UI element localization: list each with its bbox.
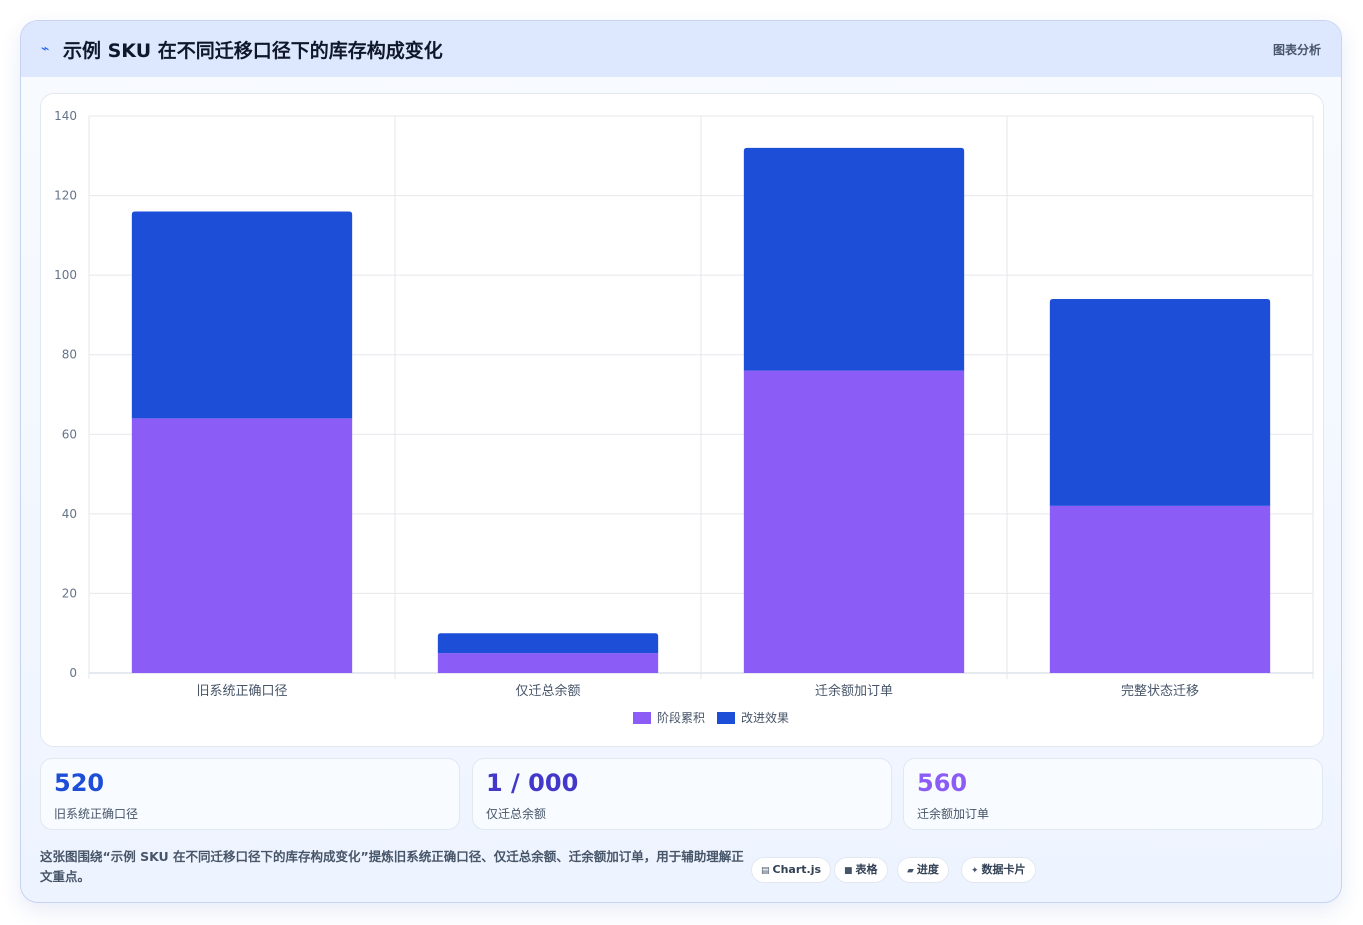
legend-swatch-0	[633, 712, 651, 724]
sparkle-icon: ✦	[971, 866, 979, 876]
x-tick-label: 完整状态迁移	[1121, 684, 1199, 699]
bar-1-3	[1049, 299, 1271, 506]
card-header: ⌁ 示例 SKU 在不同迁移口径下的库存构成变化 图表分析	[21, 21, 1341, 77]
bar-1-2	[743, 147, 965, 371]
x-tick-label: 仅迁总余额	[515, 683, 580, 699]
y-tick-label: 40	[62, 507, 77, 521]
legend-label-0: 阶段累积	[657, 710, 705, 725]
y-tick-label: 60	[62, 427, 77, 441]
y-tick-label: 140	[54, 109, 77, 123]
bar-0-1	[437, 653, 659, 673]
x-tick-label: 迁余额加订单	[815, 683, 893, 699]
stat-label: 旧系统正确口径	[54, 807, 139, 821]
bar-1-0	[131, 211, 353, 419]
stat-label: 仅迁总余额	[486, 807, 547, 821]
stat-cards: 520 旧系统正确口径 1 / 000 仅迁总余额 560 迁余额加订单	[40, 758, 1324, 830]
pill-label: 数据卡片	[981, 863, 1026, 876]
x-tick-label: 旧系统正确口径	[196, 684, 287, 699]
legend-swatch-1	[717, 712, 735, 724]
stat-card-1: 1 / 000 仅迁总余额	[472, 758, 892, 830]
y-tick-label: 120	[54, 189, 77, 203]
chart-description: 这张图围绕“示例 SKU 在不同迁移口径下的库存构成变化”提炼旧系统正确口径、仅…	[40, 849, 744, 884]
stat-card-0: 520 旧系统正确口径	[40, 758, 460, 830]
y-tick-label: 80	[62, 348, 77, 362]
legend-label-1: 改进效果	[741, 710, 789, 725]
chart-title: 示例 SKU 在不同迁移口径下的库存构成变化	[63, 40, 443, 62]
bar-1-1	[437, 633, 659, 654]
stat-card-2: 560 迁余额加订单	[903, 758, 1323, 830]
bar-0-0	[131, 418, 353, 673]
y-tick-label: 20	[62, 586, 77, 600]
pill-datacard[interactable]: ✦ 数据卡片	[961, 857, 1036, 883]
y-tick-label: 100	[54, 268, 77, 282]
pill-table[interactable]: ■ 表格	[834, 857, 888, 883]
pill-label: 进度	[916, 863, 939, 876]
chart-card: ⌁ 示例 SKU 在不同迁移口径下的库存构成变化 图表分析 0 20 40 60 80 1…	[20, 20, 1342, 903]
y-tick-label: 0	[69, 666, 77, 680]
stat-value: 520	[54, 769, 105, 797]
pill-progress[interactable]: ▰ 进度	[897, 857, 949, 883]
header-tag: 图表分析	[1272, 43, 1321, 57]
chart-icon: ▤	[761, 866, 770, 876]
bar-0-2	[743, 370, 965, 673]
pill-label: Chart.js	[772, 863, 822, 876]
pill-chartjs[interactable]: ▤ Chart.js	[751, 857, 832, 883]
pill-label: 表格	[855, 863, 878, 876]
bolt-icon: ⌁	[41, 41, 50, 57]
progress-icon: ▰	[907, 866, 914, 876]
plot-panel: 0 20 40 60 80 100 120 140 旧系统正确口径 仅迁总余额 迁余额加订单 完整状态…	[40, 93, 1324, 747]
stat-value: 560	[917, 769, 968, 797]
stat-value: 1 / 000	[486, 769, 579, 797]
stat-label: 迁余额加订单	[917, 807, 990, 821]
stacked-bar-chart: 0 20 40 60 80 100 120 140 旧系统正确口径 仅迁总余额 迁余额加订单 完整状态…	[54, 109, 1314, 725]
bar-0-3	[1049, 505, 1271, 673]
table-icon: ■	[844, 866, 853, 876]
